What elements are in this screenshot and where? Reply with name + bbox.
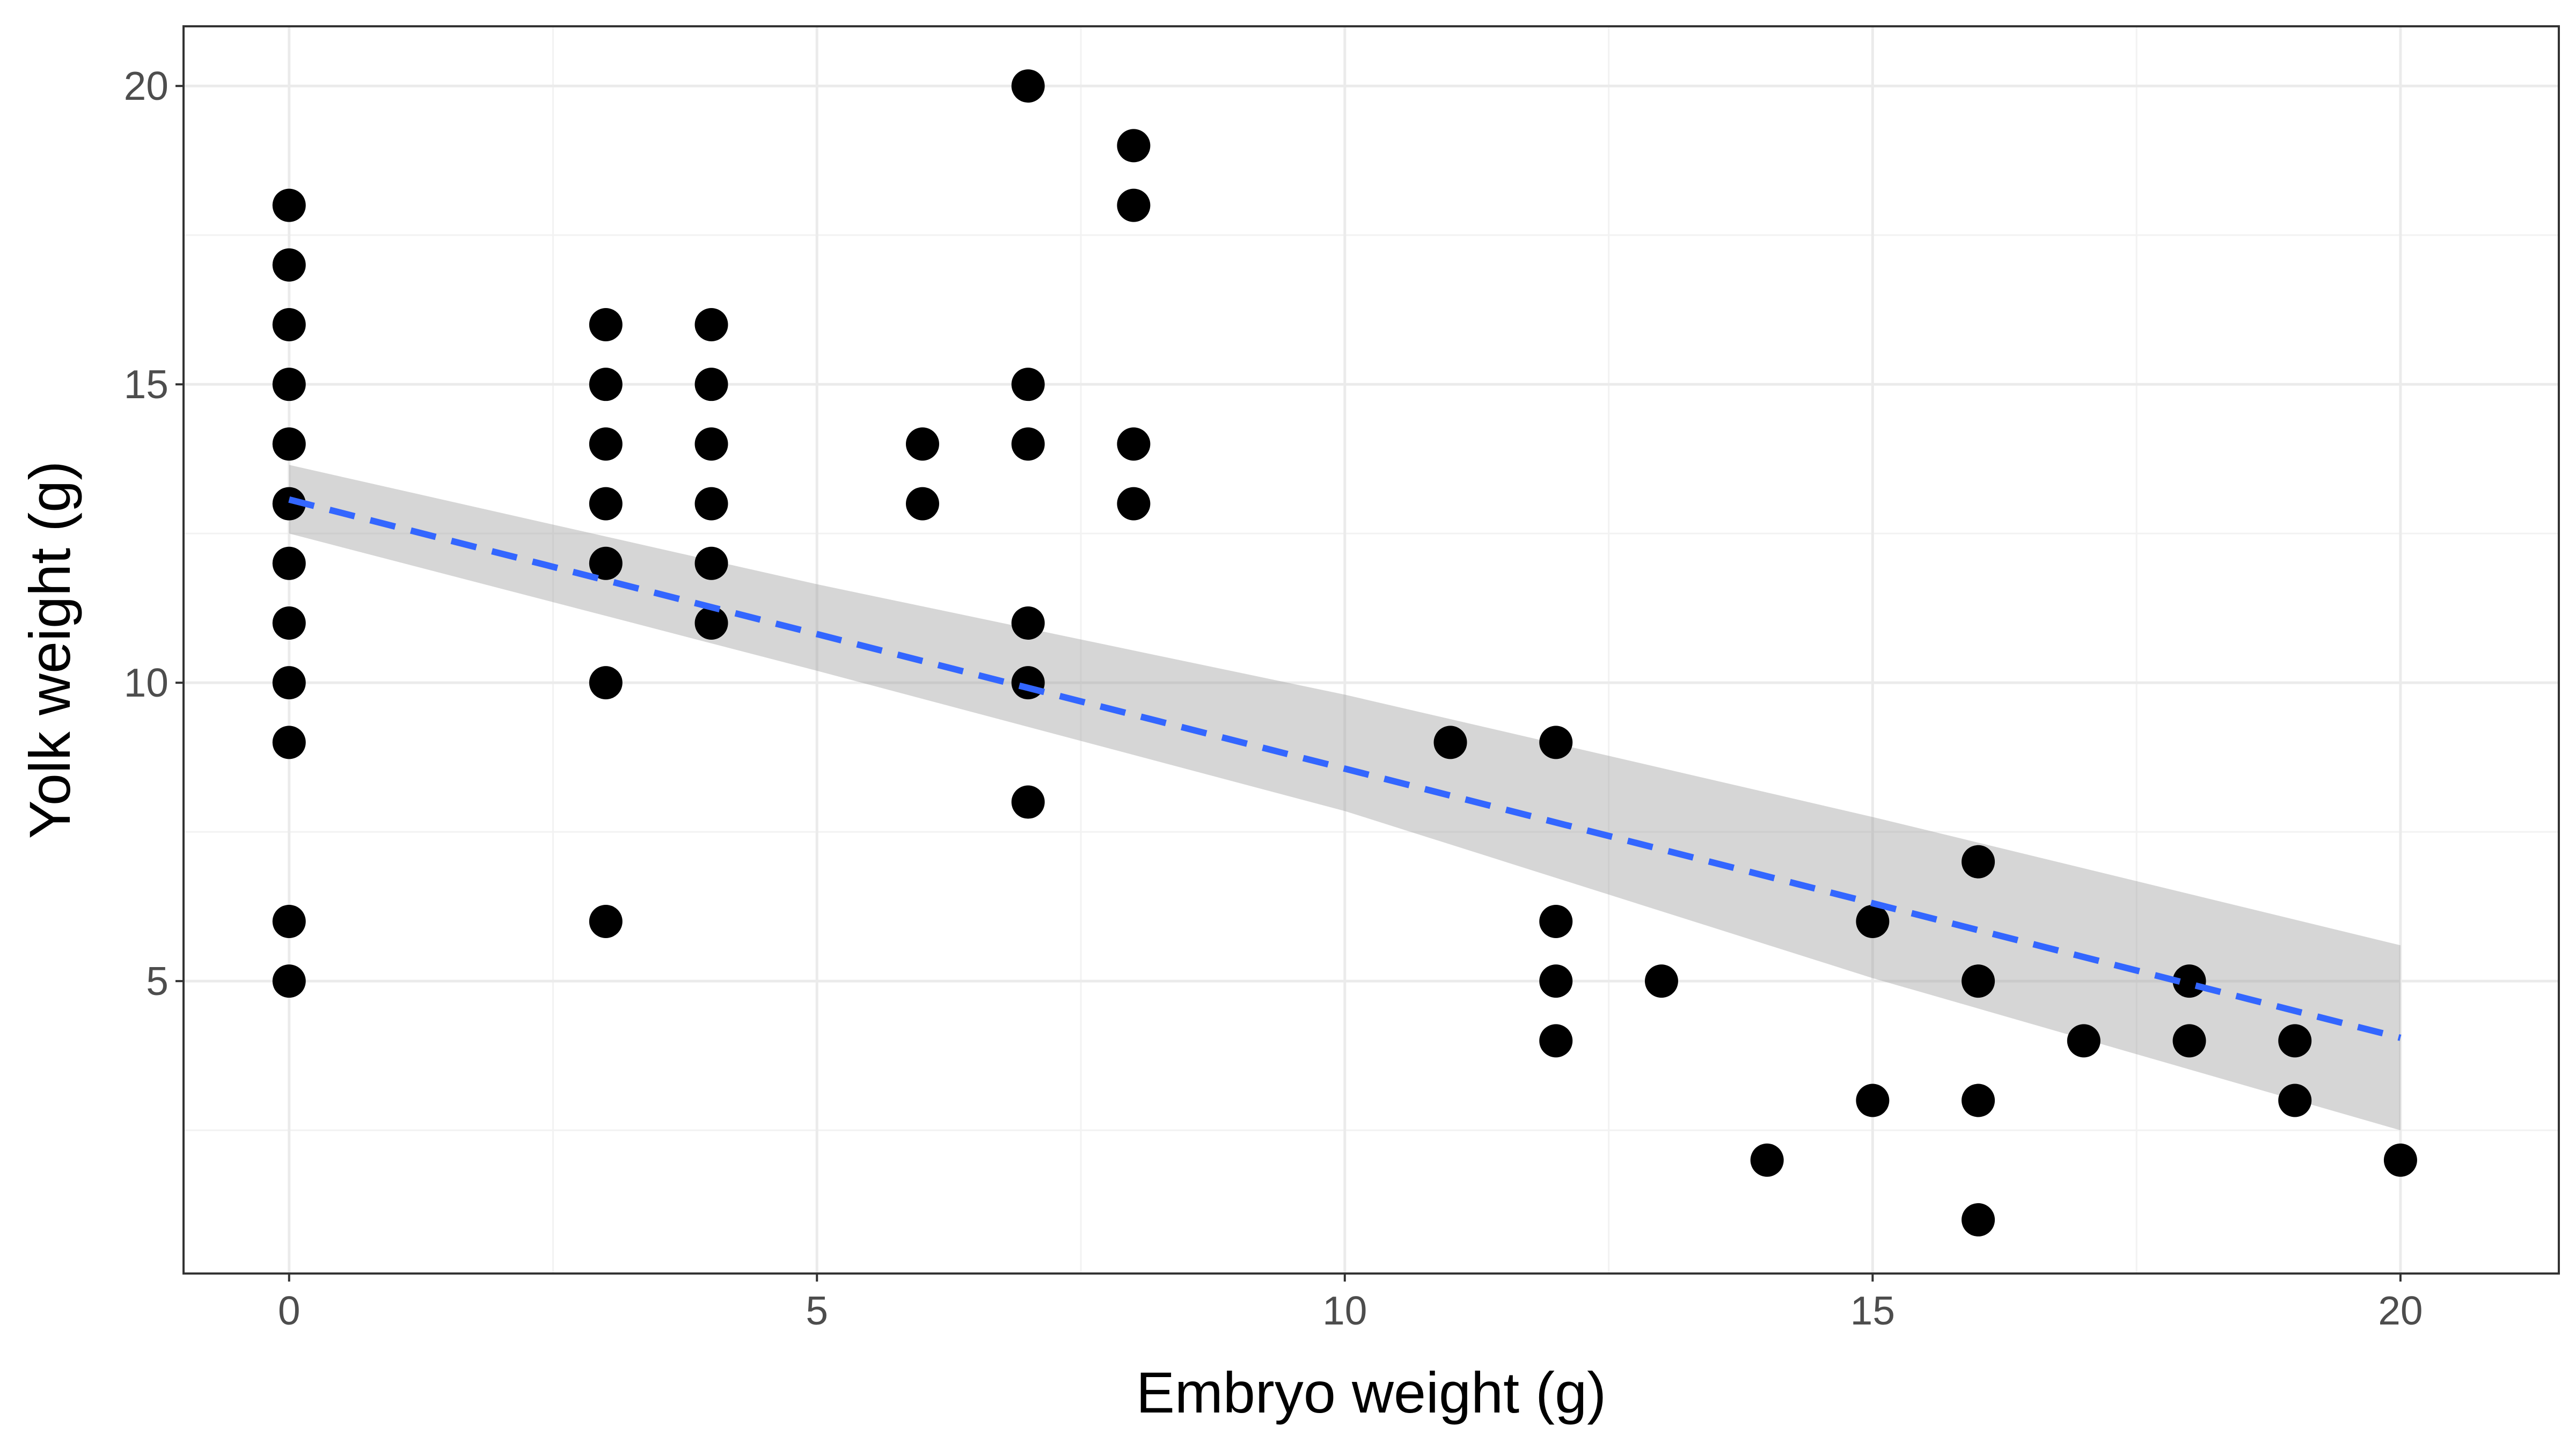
data-point — [589, 487, 623, 521]
data-point — [694, 546, 728, 580]
x-tick-label: 0 — [278, 1288, 301, 1333]
data-point — [589, 368, 623, 401]
data-point — [1644, 964, 1678, 998]
data-point — [272, 188, 306, 222]
y-tick-label: 20 — [124, 63, 169, 108]
x-tick-label: 10 — [1322, 1288, 1367, 1333]
data-point — [694, 308, 728, 341]
data-point — [2278, 1084, 2312, 1117]
data-point — [2172, 1024, 2206, 1058]
x-axis-ticks: 0 5 10 15 20 — [278, 1274, 2423, 1333]
data-point — [1011, 666, 1045, 700]
data-point — [1856, 904, 1890, 938]
data-point — [589, 308, 623, 341]
data-point — [1117, 487, 1151, 521]
data-point — [1856, 1084, 1890, 1117]
x-tick-label: 15 — [1850, 1288, 1895, 1333]
data-points-layer — [272, 69, 2417, 1236]
data-point — [905, 427, 939, 461]
data-point — [2067, 1024, 2101, 1058]
data-point — [1539, 964, 1573, 998]
data-point — [1011, 606, 1045, 640]
data-point — [694, 606, 728, 640]
y-axis-title: Yolk weight (g) — [17, 461, 82, 839]
data-point — [694, 427, 728, 461]
y-tick-label: 10 — [124, 660, 169, 705]
confidence-band — [289, 465, 2401, 1131]
data-point — [2278, 1024, 2312, 1058]
panel-border — [182, 25, 2560, 1275]
x-tick-label: 20 — [2378, 1288, 2423, 1333]
data-point — [272, 368, 306, 401]
major-gridlines — [184, 26, 2559, 1274]
data-point — [272, 904, 306, 938]
fit-line-layer — [288, 496, 2402, 1041]
data-point — [272, 606, 306, 640]
data-point — [272, 546, 306, 580]
data-point — [589, 666, 623, 700]
data-point — [1433, 726, 1467, 759]
data-point — [1962, 1084, 1995, 1117]
data-point — [272, 666, 306, 700]
data-point — [905, 487, 939, 521]
data-point — [2383, 1143, 2417, 1177]
data-point — [272, 248, 306, 282]
data-point — [1011, 368, 1045, 401]
data-point — [272, 427, 306, 461]
data-point — [589, 427, 623, 461]
data-point — [272, 487, 306, 521]
data-point — [1750, 1143, 1784, 1177]
data-point — [1011, 785, 1045, 819]
y-axis-ticks: 5 10 15 20 — [124, 63, 184, 1004]
data-point — [1011, 69, 1045, 103]
data-point — [1117, 129, 1151, 163]
y-tick-label: 5 — [146, 958, 169, 1004]
data-point — [1539, 1024, 1573, 1058]
data-point — [1962, 845, 1995, 879]
data-point — [1117, 427, 1151, 461]
regression-line — [288, 496, 2402, 1041]
data-point — [694, 368, 728, 401]
data-point — [1539, 726, 1573, 759]
y-tick-label: 15 — [124, 362, 169, 407]
data-point — [272, 308, 306, 341]
data-point — [589, 904, 623, 938]
data-point — [2172, 964, 2206, 998]
x-axis-title: Embryo weight (g) — [1136, 1360, 1606, 1425]
data-point — [694, 487, 728, 521]
confidence-band-layer — [289, 465, 2401, 1131]
x-tick-label: 5 — [806, 1288, 828, 1333]
data-point — [589, 546, 623, 580]
data-point — [1117, 188, 1151, 222]
data-point — [1011, 427, 1045, 461]
data-point — [1539, 904, 1573, 938]
data-point — [1962, 964, 1995, 998]
data-point — [272, 964, 306, 998]
data-point — [1962, 1203, 1995, 1236]
minor-gridlines — [184, 26, 2559, 1274]
data-point — [272, 726, 306, 759]
